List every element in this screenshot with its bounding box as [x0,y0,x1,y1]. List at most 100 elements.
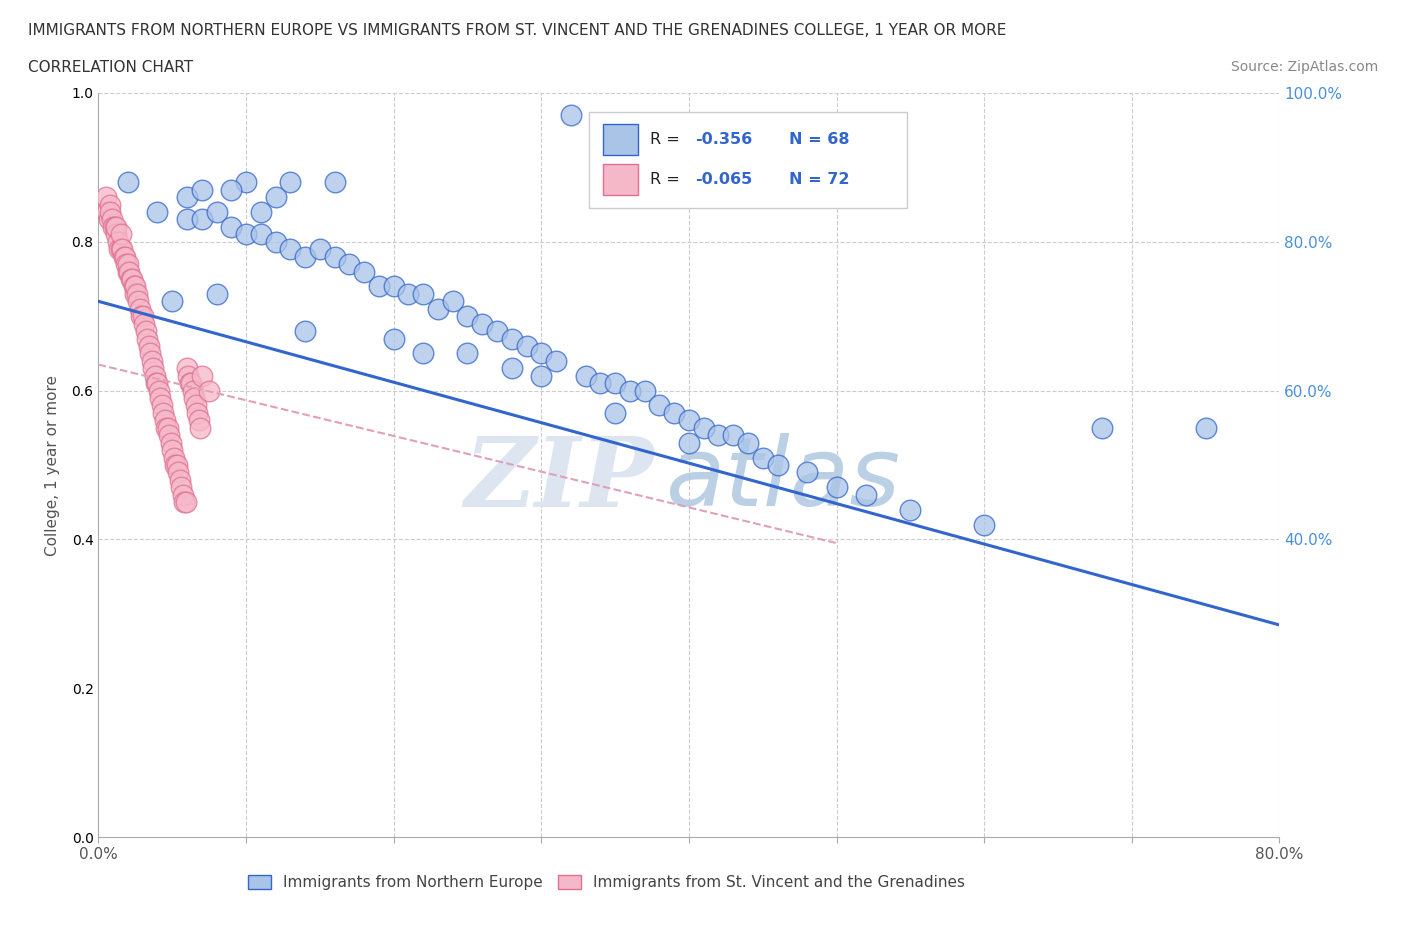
Point [110,242,132,257]
Point [146,205,169,219]
Point [678,413,700,428]
Point [221,182,243,197]
Point [108,242,131,257]
Point [176,212,198,227]
Point [412,286,434,301]
Point [114,249,136,264]
Point [163,450,186,465]
Point [181,383,204,398]
Point [825,480,848,495]
Point [546,353,568,368]
Point [118,264,141,279]
Point [162,443,183,458]
Point [605,376,627,391]
Point [235,227,257,242]
Point [124,279,146,294]
Point [693,420,716,435]
Point [96,205,118,219]
Point [129,309,152,324]
Point [188,420,211,435]
Point [471,316,494,331]
Point [97,212,120,227]
Point [501,331,523,346]
Point [105,219,128,234]
Point [280,175,302,190]
Point [191,212,214,227]
Point [115,257,138,272]
Point [139,346,162,361]
Point [191,368,214,383]
Point [457,309,479,324]
Point [117,175,139,190]
Text: -0.356: -0.356 [695,132,752,147]
Point [122,279,145,294]
Text: atlas: atlas [665,433,900,526]
Point [441,294,464,309]
Point [221,219,243,234]
FancyBboxPatch shape [589,112,907,208]
Point [136,331,159,346]
Legend: Immigrants from Northern Europe, Immigrants from St. Vincent and the Grenadines: Immigrants from Northern Europe, Immigra… [242,869,972,897]
Point [187,413,209,428]
Text: N = 72: N = 72 [789,172,849,187]
Point [235,175,257,190]
Point [127,294,149,309]
Text: CORRELATION CHART: CORRELATION CHART [28,60,193,75]
Point [530,346,553,361]
Point [135,324,157,339]
Point [103,219,125,234]
Point [339,257,361,272]
Point [294,249,316,264]
Point [205,205,228,219]
Point [128,301,150,316]
Point [94,190,117,205]
Point [723,428,745,443]
Point [368,279,391,294]
Point [323,249,346,264]
Text: R =: R = [650,172,685,187]
Point [796,465,818,480]
Y-axis label: College, 1 year or more: College, 1 year or more [45,375,60,555]
Point [516,339,538,353]
Point [648,398,671,413]
Point [143,368,166,383]
Point [575,368,598,383]
Point [141,353,163,368]
Point [280,242,302,257]
Point [125,286,148,301]
Point [973,517,995,532]
Point [707,428,730,443]
Point [634,383,657,398]
Point [179,376,201,391]
Point [150,398,173,413]
Point [589,376,612,391]
Point [156,420,179,435]
Point [111,242,134,257]
Point [427,301,450,316]
Point [664,405,686,420]
Point [855,487,877,502]
Point [145,376,167,391]
Point [166,458,188,472]
Point [294,324,316,339]
Point [105,227,128,242]
Point [153,413,176,428]
Point [530,368,553,383]
Point [353,264,375,279]
Point [157,428,180,443]
Point [110,227,132,242]
Point [678,435,700,450]
Point [382,279,405,294]
Point [186,405,208,420]
Point [173,495,195,510]
Point [191,182,214,197]
Point [98,205,121,219]
Point [121,272,143,286]
Point [100,212,122,227]
Point [165,458,187,472]
Point [501,361,523,376]
Point [605,405,627,420]
Bar [603,164,638,195]
Point [250,205,273,219]
Point [155,420,177,435]
